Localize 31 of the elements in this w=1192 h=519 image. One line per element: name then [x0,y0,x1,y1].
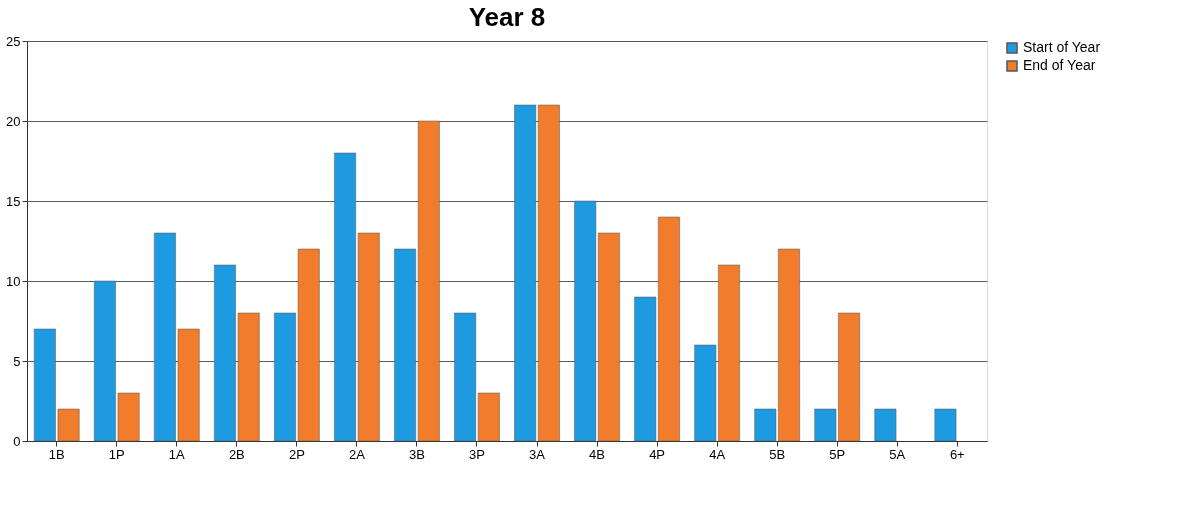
x-tick-label: 3B [408,446,425,462]
y-tick-label: 0 [13,433,21,449]
x-tick-label: 2A [348,446,366,462]
x-tick-label: 3P [469,446,485,462]
x-tick-label: 4A [709,446,726,462]
y-tick-label: 10 [6,273,21,289]
x-tick-label: 5P [829,446,846,462]
y-tick-label: 5 [13,353,21,369]
bar [454,312,477,442]
x-tick-label: 4P [649,446,666,462]
bar [477,392,500,442]
y-tick-label: 20 [6,113,21,129]
x-tick-label: 1A [168,446,186,462]
x-tick-label: 6+ [949,446,965,462]
bar [537,104,560,442]
x-tick-label: 2B [228,446,245,462]
legend-label: End of Year [1023,57,1096,73]
y-tick-label: 15 [6,193,21,209]
legend-label: Start of Year [1023,39,1101,55]
chart-title: Year 8 [468,2,546,32]
x-tick-label: 1P [108,446,125,462]
bar [514,104,537,442]
x-tick-label: 2P [288,446,305,462]
x-tick-label: 3A [529,446,546,462]
x-tick-label: 5A [889,446,906,462]
y-tick-label: 25 [6,33,21,49]
x-tick-label: 1B [48,446,65,462]
x-tick-label: 5B [769,446,786,462]
bar [874,408,897,442]
x-tick-label: 4B [589,446,606,462]
bar [934,408,957,442]
